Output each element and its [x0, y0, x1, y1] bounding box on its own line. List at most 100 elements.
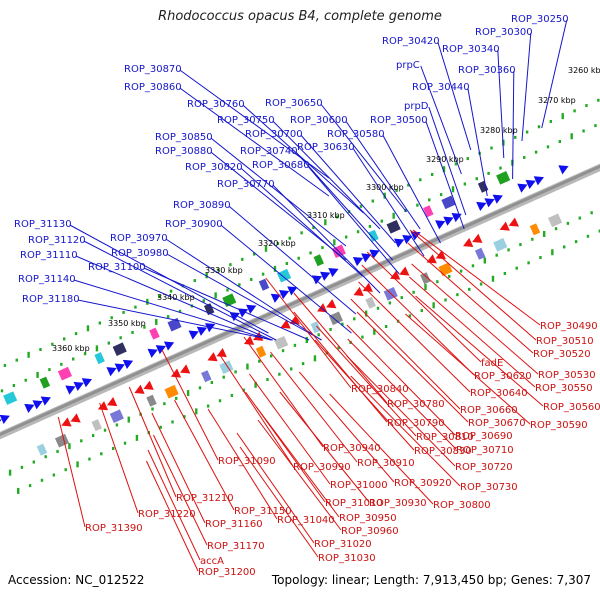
bottom-gene-label: ROP_30930: [369, 498, 427, 509]
tick-mark: [74, 332, 78, 336]
bottom-gene-label: ROP_30550: [535, 383, 593, 394]
top-gene-label: ROP_31100: [88, 262, 146, 273]
tick-mark: [276, 241, 280, 245]
tick-mark: [98, 321, 102, 325]
tick-mark: [333, 239, 336, 246]
tick-mark: [119, 336, 122, 340]
top-leader: [307, 165, 400, 275]
bottom-leader: [147, 449, 201, 561]
domain-block: [277, 268, 292, 283]
tick-mark: [300, 231, 303, 235]
tick-mark: [519, 243, 522, 247]
top-gene-label: ROP_30750: [217, 115, 275, 126]
bottom-gene-label: ROP_31010: [325, 498, 383, 509]
bottom-gene-label: ROP_31030: [318, 553, 376, 564]
domain-block: [39, 376, 51, 389]
bottom-leader: [248, 373, 331, 485]
top-gene-label: ROP_30500: [370, 115, 428, 126]
tick-mark: [582, 129, 585, 133]
tick-mark: [364, 310, 368, 317]
tick-mark: [159, 425, 162, 429]
top-gene-label: ROP_30250: [511, 14, 569, 25]
reverse-gene: [353, 286, 364, 296]
tick-mark: [0, 389, 4, 393]
top-gene-label: ROP_31130: [14, 219, 72, 230]
top-leader: [73, 279, 271, 341]
domain-block: [529, 223, 541, 236]
top-leader: [165, 238, 322, 341]
top-gene-label: ROP_30580: [327, 129, 385, 140]
bottom-leader: [298, 371, 395, 483]
top-gene-label: ROP_30850: [155, 132, 213, 143]
tick-mark: [471, 264, 475, 268]
top-gene-label: ROP_30760: [187, 99, 245, 110]
tick-mark: [254, 381, 257, 388]
tick-mark: [86, 325, 90, 332]
tick-mark: [408, 314, 412, 318]
tick-mark: [578, 216, 581, 220]
tick-mark: [523, 155, 526, 159]
bottom-leader: [256, 406, 340, 518]
forward-gene: [270, 293, 282, 303]
tick-mark: [436, 280, 439, 284]
forward-gene: [517, 183, 528, 193]
forward-gene: [155, 345, 166, 355]
tick-mark: [515, 266, 518, 270]
bottom-gene-label: ROP_30710: [456, 445, 514, 456]
tick-mark: [312, 226, 315, 230]
tick-mark: [163, 402, 166, 406]
top-leader: [240, 167, 363, 277]
tick-mark: [202, 299, 205, 303]
top-leader: [143, 267, 310, 341]
tick-mark: [183, 415, 186, 419]
top-leader: [437, 41, 472, 151]
tick-mark: [122, 310, 125, 314]
bottom-gene-label: ROP_31150: [234, 506, 292, 517]
reverse-gene: [216, 348, 227, 358]
top-leader: [467, 87, 488, 197]
domain-block: [313, 254, 324, 267]
tick-mark: [64, 468, 67, 472]
top-leader: [83, 240, 277, 341]
tick-mark: [169, 289, 173, 293]
tick-mark: [273, 265, 277, 272]
tick-mark: [329, 327, 332, 331]
tick-mark: [428, 198, 431, 202]
tick-mark: [63, 337, 66, 341]
tick-mark: [412, 290, 415, 294]
tick-mark: [290, 367, 293, 371]
top-gene-label: prpC: [396, 60, 420, 71]
bottom-leader: [314, 339, 415, 451]
top-gene-label: ROP_30740: [240, 146, 298, 157]
tick-mark: [218, 399, 222, 403]
tick-mark: [297, 256, 300, 260]
tick-mark: [134, 305, 137, 309]
top-leader: [300, 134, 396, 244]
tick-mark: [242, 388, 245, 392]
reverse-gene: [390, 270, 401, 280]
tick-mark: [36, 371, 39, 378]
tick-mark: [549, 119, 553, 123]
top-leader: [420, 65, 462, 175]
tick-mark: [371, 199, 375, 203]
tick-mark: [166, 315, 170, 319]
forward-gene: [533, 176, 544, 186]
scale-label: 3320 kbp: [258, 239, 296, 248]
bottom-gene-label: ROP_30620: [474, 371, 532, 382]
top-gene-label: ROP_30600: [290, 115, 348, 126]
tick-mark: [305, 337, 308, 344]
tick-mark: [563, 245, 566, 249]
tick-mark: [68, 443, 71, 450]
reverse-gene: [97, 401, 109, 411]
forward-gene: [278, 290, 290, 300]
top-leader: [320, 103, 407, 213]
tick-mark: [534, 150, 538, 154]
tick-mark: [531, 237, 534, 241]
bottom-gene-label: ROP_30810: [416, 432, 474, 443]
tick-mark: [388, 301, 392, 305]
forward-gene: [361, 253, 372, 263]
reverse-gene: [134, 384, 145, 394]
tick-mark: [590, 211, 593, 215]
domain-block: [36, 443, 48, 456]
top-leader: [428, 106, 467, 216]
